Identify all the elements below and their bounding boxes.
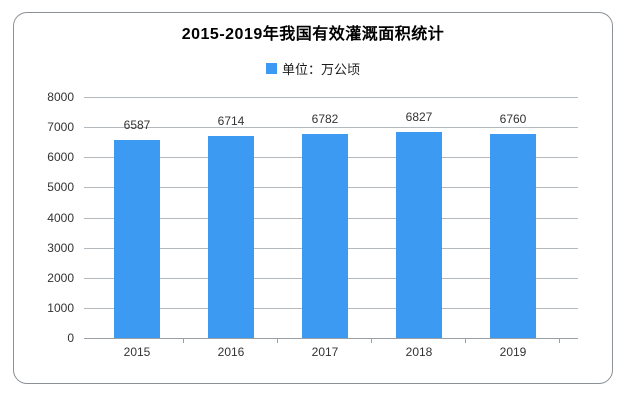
bars-row: 6587 6714 6782 6827 6760 [90, 97, 560, 343]
bar [114, 139, 160, 338]
legend: 单位：万公顷 [14, 60, 612, 77]
y-tick-label: 7000 [47, 120, 74, 135]
y-tick-label: 2000 [47, 270, 74, 285]
x-tick-label: 2015 [123, 345, 151, 359]
chart-title: 2015-2019年我国有效灌溉面积统计 [181, 26, 445, 43]
y-axis: 0 1000 2000 3000 4000 5000 6000 7000 8000 [14, 90, 84, 345]
x-tick-label: 2017 [311, 345, 339, 359]
bar [302, 133, 348, 338]
bar-column: 6827 [372, 97, 466, 343]
x-tick-label: 2016 [217, 345, 245, 359]
chart-card: 2015-2019年我国有效灌溉面积统计 单位：万公顷 0 1000 2000 300… [13, 12, 613, 384]
legend-label: 单位：万公顷 [281, 61, 360, 77]
gridline [84, 127, 578, 129]
y-tick-label: 0 [67, 331, 74, 345]
y-tick-label: 4000 [47, 210, 74, 225]
bar-column: 6760 [466, 97, 560, 343]
bar-value-label: 6827 [405, 110, 433, 125]
y-tick-label: 8000 [47, 90, 74, 104]
bar [490, 134, 536, 338]
bar-value-label: 6714 [217, 113, 245, 128]
bar-column: 6782 [278, 97, 372, 343]
bar-column: 6587 [90, 97, 184, 343]
x-axis-labels: 2015 2016 2017 2018 2019 [90, 345, 560, 359]
x-tick-label: 2018 [405, 345, 433, 359]
bar-value-label: 6782 [311, 111, 339, 126]
plot-area: 6587 6714 6782 6827 6760 [84, 97, 578, 343]
legend-swatch-icon [265, 62, 277, 74]
bar [396, 132, 442, 338]
bar-value-label: 6587 [123, 117, 151, 132]
y-tick-label: 6000 [47, 150, 74, 165]
bar-value-label: 6760 [499, 112, 527, 127]
y-tick-label: 5000 [47, 180, 74, 195]
bar-column: 6714 [184, 97, 278, 343]
bar [208, 135, 254, 338]
x-tick-label: 2019 [499, 345, 527, 359]
x-axis-line [84, 338, 578, 339]
y-tick-label: 3000 [47, 240, 74, 255]
y-tick-label: 1000 [47, 300, 74, 315]
bar-chart: 0 1000 2000 3000 4000 5000 6000 7000 8000 6587 67… [14, 90, 612, 345]
gridline [84, 97, 578, 98]
